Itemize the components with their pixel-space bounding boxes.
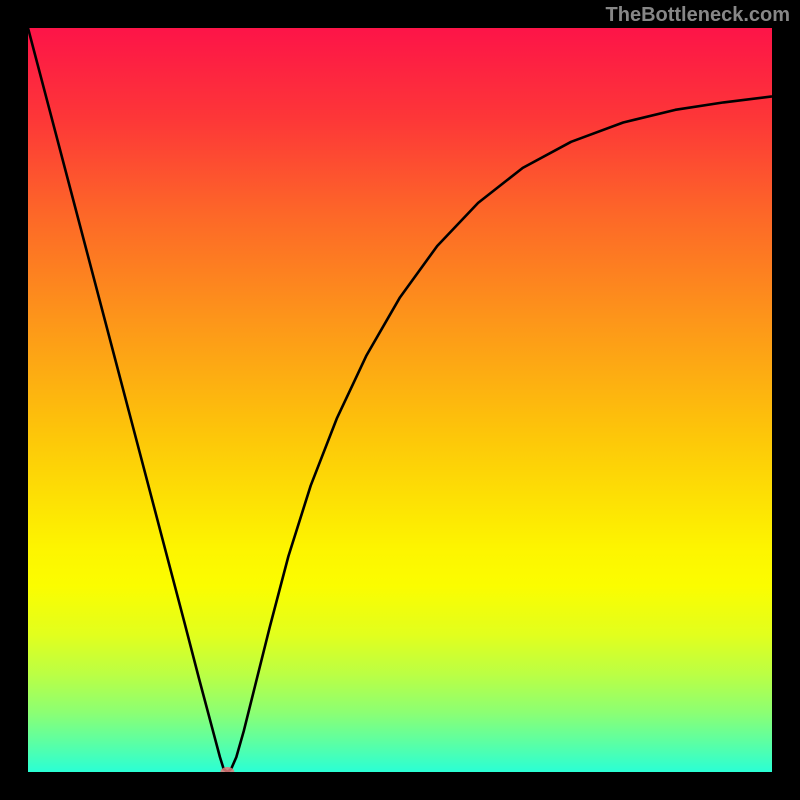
gradient-background [28,28,772,772]
plot-svg [28,28,772,772]
plot-area [28,28,772,772]
chart-frame: TheBottleneck.com [0,0,800,800]
watermark-text: TheBottleneck.com [606,4,790,27]
